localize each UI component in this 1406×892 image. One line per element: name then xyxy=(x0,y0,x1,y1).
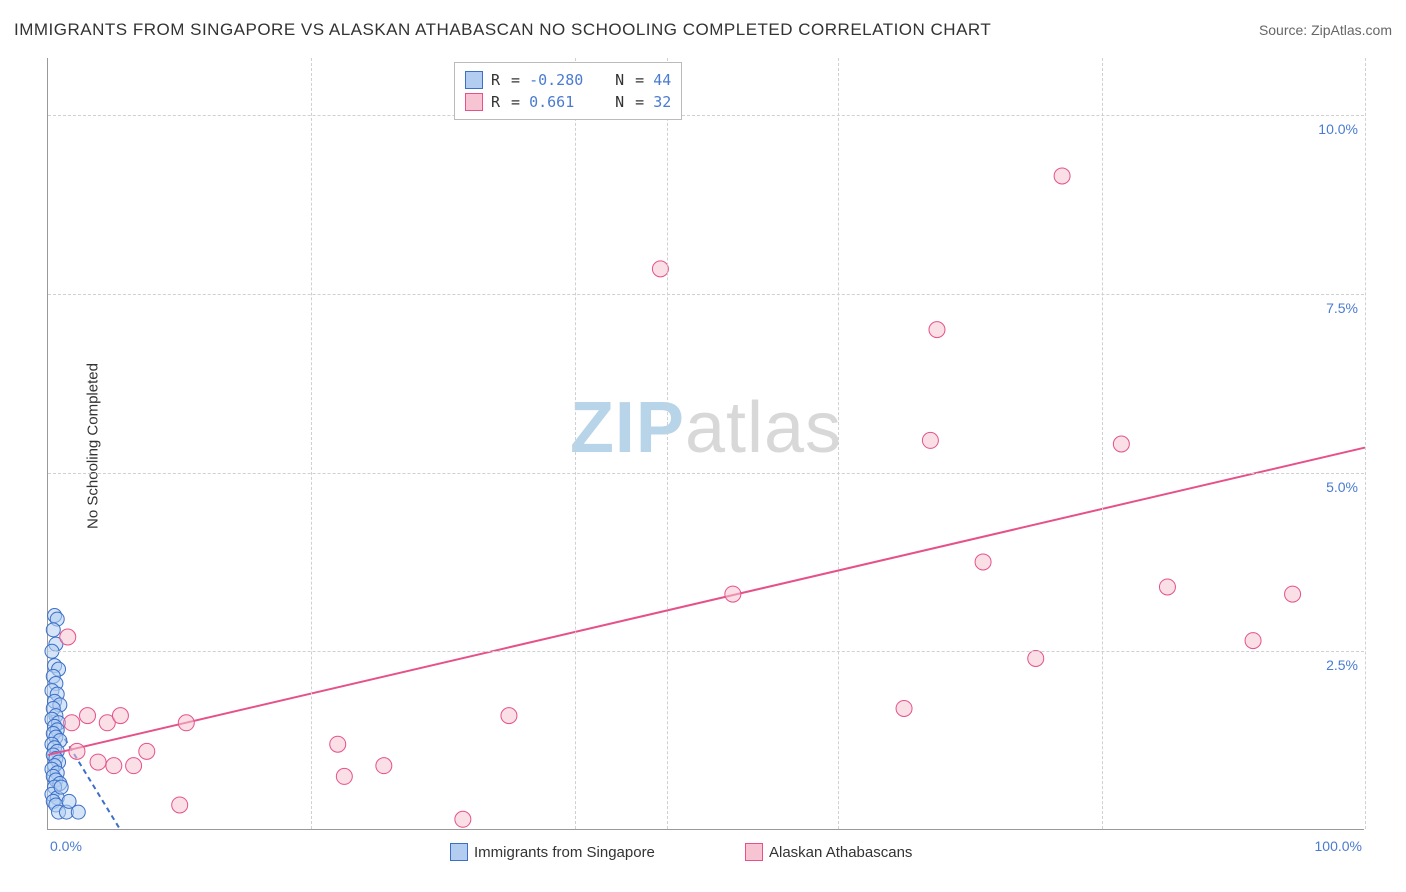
scatter-point xyxy=(90,754,106,770)
legend-swatch xyxy=(465,71,483,89)
plot-area: ZIPatlas 2.5%5.0%7.5%10.0%0.0%100.0% xyxy=(47,58,1364,830)
legend-label: Alaskan Athabascans xyxy=(769,844,912,861)
scatter-point xyxy=(126,758,142,774)
scatter-point xyxy=(922,432,938,448)
gridline-horizontal xyxy=(48,115,1364,116)
scatter-point xyxy=(139,743,155,759)
trend-line xyxy=(48,448,1365,755)
n-label: N = xyxy=(615,93,645,111)
gridline-vertical xyxy=(1102,58,1103,829)
gridline-vertical xyxy=(1365,58,1366,829)
gridline-vertical xyxy=(667,58,668,829)
r-value: 0.661 xyxy=(529,93,597,111)
bottom-legend-item: Immigrants from Singapore xyxy=(450,843,655,861)
scatter-point xyxy=(172,797,188,813)
legend-swatch xyxy=(465,93,483,111)
stats-row: R = 0.661 N = 32 xyxy=(465,91,671,113)
scatter-point xyxy=(1245,633,1261,649)
scatter-point xyxy=(929,322,945,338)
scatter-point xyxy=(54,780,68,794)
scatter-point xyxy=(60,629,76,645)
n-value: 32 xyxy=(653,93,671,111)
n-label: N = xyxy=(615,71,645,89)
r-label: R = xyxy=(491,71,521,89)
scatter-point xyxy=(376,758,392,774)
legend-label: Immigrants from Singapore xyxy=(474,844,655,861)
scatter-point xyxy=(62,794,76,808)
scatter-point xyxy=(1054,168,1070,184)
scatter-point xyxy=(69,743,85,759)
r-label: R = xyxy=(491,93,521,111)
scatter-point xyxy=(80,708,96,724)
scatter-point xyxy=(64,715,80,731)
scatter-point xyxy=(336,768,352,784)
gridline-vertical xyxy=(311,58,312,829)
bottom-legend-item: Alaskan Athabascans xyxy=(745,843,912,861)
y-tick-label: 7.5% xyxy=(1326,300,1358,316)
scatter-point xyxy=(455,811,471,827)
gridline-vertical xyxy=(575,58,576,829)
y-tick-label: 2.5% xyxy=(1326,657,1358,673)
scatter-point xyxy=(1028,650,1044,666)
scatter-point xyxy=(1285,586,1301,602)
r-value: -0.280 xyxy=(529,71,597,89)
scatter-point xyxy=(178,715,194,731)
n-value: 44 xyxy=(653,71,671,89)
gridline-horizontal xyxy=(48,473,1364,474)
y-tick-label: 10.0% xyxy=(1318,121,1358,137)
x-tick-label-max: 100.0% xyxy=(1315,838,1362,854)
scatter-point xyxy=(896,700,912,716)
scatter-point xyxy=(1159,579,1175,595)
source-label: Source: ZipAtlas.com xyxy=(1259,22,1392,38)
gridline-vertical xyxy=(838,58,839,829)
scatter-point xyxy=(46,623,60,637)
scatter-point xyxy=(1113,436,1129,452)
gridline-horizontal xyxy=(48,651,1364,652)
scatter-point xyxy=(725,586,741,602)
legend-swatch xyxy=(450,843,468,861)
correlation-stats-box: R = -0.280 N = 44 R = 0.661 N = 32 xyxy=(454,62,682,120)
x-tick-label-origin: 0.0% xyxy=(50,838,82,854)
scatter-point xyxy=(106,758,122,774)
scatter-point xyxy=(975,554,991,570)
scatter-point xyxy=(330,736,346,752)
chart-title: IMMIGRANTS FROM SINGAPORE VS ALASKAN ATH… xyxy=(14,20,991,40)
stats-row: R = -0.280 N = 44 xyxy=(465,69,671,91)
legend-swatch xyxy=(745,843,763,861)
scatter-point xyxy=(112,708,128,724)
scatter-point xyxy=(501,708,517,724)
chart-container: IMMIGRANTS FROM SINGAPORE VS ALASKAN ATH… xyxy=(0,0,1406,892)
y-tick-label: 5.0% xyxy=(1326,479,1358,495)
gridline-horizontal xyxy=(48,294,1364,295)
plot-svg xyxy=(48,58,1365,830)
